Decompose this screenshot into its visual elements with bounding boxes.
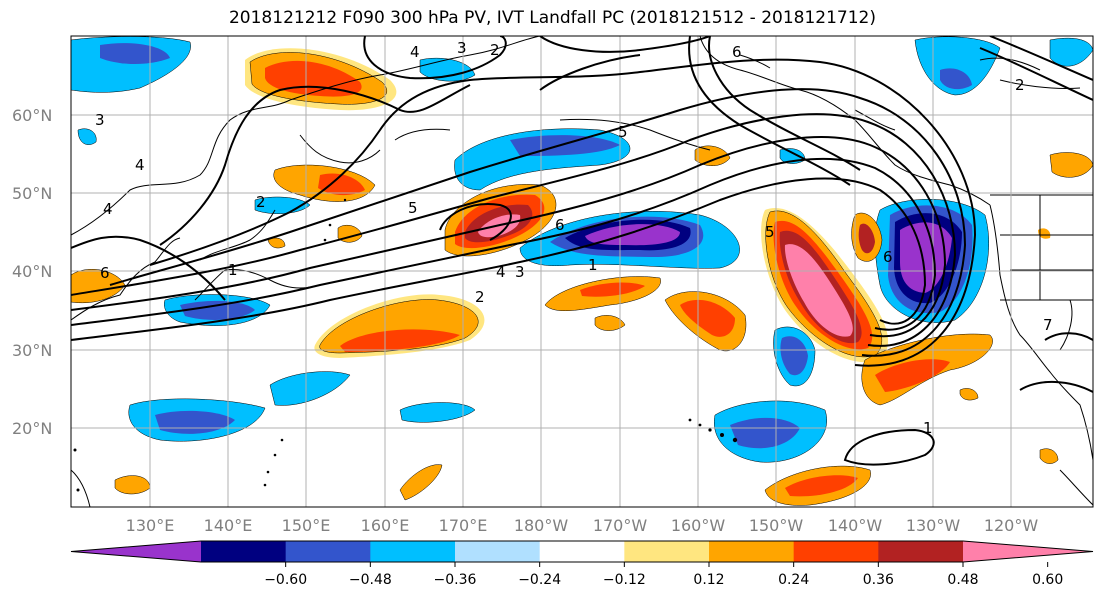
colorbar-outline [70, 540, 1094, 563]
colorbar-segment [285, 541, 371, 562]
contour-label: 3 [515, 263, 525, 281]
colorbar-segment [793, 541, 879, 562]
contour-label: 1 [923, 419, 933, 437]
lon-tick-label: 150°E [282, 516, 331, 535]
colorbar-tick-label: −0.24 [518, 572, 561, 588]
lat-tick-label: 30°N [12, 341, 52, 360]
contour-label: 4 [135, 156, 145, 174]
colorbar-extension-high [963, 541, 1093, 562]
lat-tick-label: 20°N [12, 419, 52, 438]
contour-label: 1 [228, 261, 238, 279]
contour-label: 2 [490, 41, 500, 59]
latitude-axis: 60°N 50°N 40°N 30°N 20°N [12, 106, 52, 438]
gridlines [71, 36, 1093, 507]
contour-label: 5 [408, 199, 418, 217]
colorbar-extension-low [71, 541, 201, 562]
pv-shading-positive [71, 48, 1093, 506]
colorbar-segment [201, 541, 287, 562]
lon-tick-label: 180°W [514, 516, 569, 535]
contour-label: 3 [95, 111, 105, 129]
contour-label: 7 [1043, 316, 1053, 334]
contour-labels: 5 6 4 3 2 1 6 5 4 3 2 6 5 1 2 4 6 3 2 4 … [95, 39, 1053, 437]
ivt-contours [71, 36, 1093, 466]
lon-tick-label: 140°E [204, 516, 253, 535]
contour-label: 5 [765, 223, 775, 241]
contour-label: 6 [732, 43, 742, 61]
contour-label: 6 [883, 248, 893, 266]
contour-label: 1 [588, 256, 598, 274]
colorbar: −0.60 −0.48 −0.36 −0.24 −0.12 0.12 0.24 0.36 0.4… [70, 540, 1094, 588]
lon-tick-label: 160°E [361, 516, 410, 535]
contour-label: 3 [457, 39, 467, 57]
contour-label: 4 [496, 263, 506, 281]
colorbar-tick-label: −0.60 [264, 572, 307, 588]
colorbar-tick-label: 0.36 [863, 572, 894, 588]
lon-tick-label: 120°W [984, 516, 1039, 535]
colorbar-segment [455, 541, 541, 562]
lat-tick-label: 40°N [12, 262, 52, 281]
contour-label: 4 [410, 43, 420, 61]
longitude-axis: 130°E 140°E 150°E 160°E 170°E 180°W 170°… [126, 516, 1039, 535]
colorbar-tick-label: −0.36 [434, 572, 477, 588]
map-plot-area: 5 6 4 3 2 1 6 5 4 3 2 6 5 1 2 4 6 3 2 4 … [71, 36, 1093, 507]
map-title: 2018121212 F090 300 hPa PV, IVT Landfall… [228, 8, 876, 28]
contour-label: 6 [555, 216, 565, 234]
lon-tick-label: 170°W [593, 516, 648, 535]
lon-tick-label: 160°W [671, 516, 726, 535]
colorbar-segment [709, 541, 795, 562]
lon-tick-label: 150°W [749, 516, 804, 535]
lon-tick-label: 130°E [126, 516, 175, 535]
lon-tick-label: 140°W [828, 516, 883, 535]
colorbar-segment [370, 541, 456, 562]
colorbar-tick-label: −0.48 [349, 572, 392, 588]
contour-label: 2 [256, 193, 266, 211]
colorbar-segment [624, 541, 710, 562]
lon-tick-label: 130°W [906, 516, 961, 535]
lon-tick-label: 170°E [439, 516, 488, 535]
islands [73, 198, 738, 492]
map-frame [70, 35, 1094, 508]
pv-shading-negative [71, 36, 1093, 463]
lat-tick-label: 50°N [12, 184, 52, 203]
contour-label: 2 [1015, 76, 1025, 94]
colorbar-tick-label: −0.12 [603, 572, 646, 588]
contour-label: 5 [618, 123, 628, 141]
colorbar-segment [539, 541, 625, 562]
colorbar-tick-label: 0.24 [778, 572, 809, 588]
lat-tick-label: 60°N [12, 106, 52, 125]
contour-label: 6 [100, 264, 110, 282]
coastlines [71, 36, 1093, 507]
colorbar-segment [878, 541, 964, 562]
colorbar-tick-label: 0.60 [1032, 572, 1063, 588]
colorbar-tick-label: 0.48 [947, 572, 978, 588]
colorbar-tick-label: 0.12 [693, 572, 724, 588]
contour-label: 4 [103, 200, 113, 218]
contour-label: 2 [475, 288, 485, 306]
